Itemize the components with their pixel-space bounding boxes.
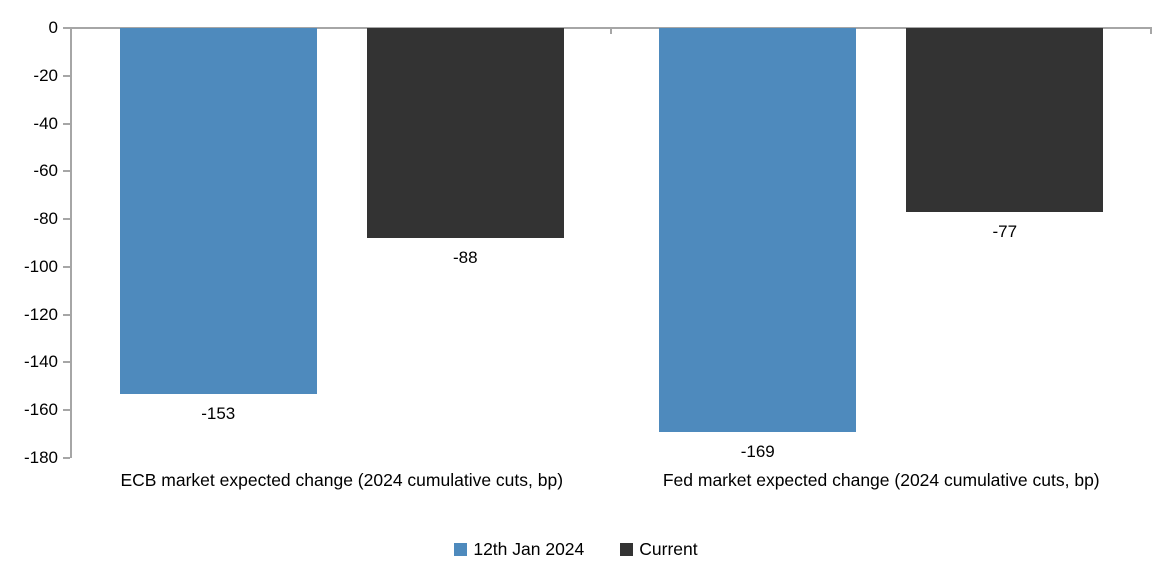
y-tick-mark — [63, 74, 70, 77]
y-tick-label: -40 — [33, 113, 58, 133]
y-tick-mark — [63, 122, 70, 125]
y-tick-label: -120 — [23, 304, 58, 324]
category-label: ECB market expected change (2024 cumulat… — [120, 470, 564, 490]
y-tick-label: -180 — [23, 448, 58, 467]
y-tick-mark — [63, 265, 70, 268]
bar-value-label: -88 — [452, 248, 478, 268]
y-tick-mark — [63, 457, 70, 459]
y-tick-label: -140 — [23, 352, 58, 372]
bar-fed-jan — [659, 28, 857, 432]
legend-label: Current — [639, 539, 698, 559]
bar-ecb-jan — [119, 28, 317, 394]
y-tick-mark — [63, 409, 70, 412]
y-tick-mark — [63, 218, 70, 221]
y-tick-mark — [63, 27, 70, 29]
bar-fed-current — [906, 28, 1104, 212]
y-axis-line — [70, 28, 72, 458]
y-tick-label: -80 — [33, 209, 58, 229]
legend-label: 12th Jan 2024 — [473, 539, 585, 559]
bar-value-label: -169 — [740, 441, 775, 461]
y-tick-label: 0 — [48, 18, 58, 37]
y-tick-mark — [63, 313, 70, 316]
legend-item-jan-2024: 12th Jan 2024 — [454, 539, 584, 559]
category-tick-mark — [610, 28, 612, 34]
y-tick-label: -160 — [23, 400, 58, 420]
bar-ecb-current — [366, 28, 564, 239]
y-tick-label: -60 — [33, 161, 58, 181]
y-tick-label: -20 — [33, 65, 58, 85]
legend-swatch-icon — [454, 542, 468, 556]
y-tick-label: -100 — [23, 256, 58, 276]
bar-value-label: -153 — [201, 403, 236, 423]
legend-swatch-icon — [620, 542, 634, 556]
legend: 12th Jan 2024 Current — [0, 539, 1152, 559]
legend-item-current: Current — [620, 539, 698, 559]
bar-value-label: -77 — [992, 221, 1018, 241]
category-label: Fed market expected change (2024 cumulat… — [662, 470, 1100, 490]
y-tick-mark — [63, 170, 70, 173]
y-tick-mark — [63, 361, 70, 364]
category-tick-mark — [1149, 28, 1152, 34]
